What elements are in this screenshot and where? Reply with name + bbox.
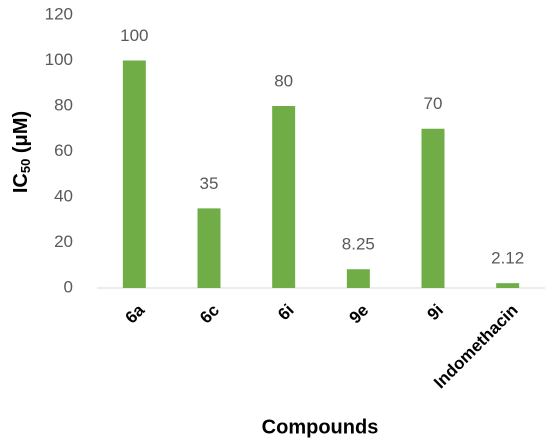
value-label: 70	[424, 94, 443, 113]
value-label: 2.12	[491, 249, 524, 268]
y-tick-label: 80	[54, 95, 73, 114]
x-axis-title: Compounds	[262, 416, 379, 438]
bar	[496, 283, 520, 288]
value-label: 100	[120, 26, 148, 45]
bar	[197, 208, 221, 288]
y-tick-label: 40	[54, 186, 73, 205]
value-label: 80	[274, 71, 293, 90]
y-tick-label: 100	[45, 50, 73, 69]
y-axis-title: IC50 (μM)	[10, 111, 33, 193]
y-tick-label: 20	[54, 232, 73, 251]
bar	[122, 60, 146, 288]
bar	[346, 269, 370, 288]
x-tick-label: 6i	[274, 301, 297, 324]
y-axis-title-main: IC	[10, 173, 32, 193]
bar	[272, 106, 296, 288]
y-axis-title-subscript: 50	[18, 159, 33, 173]
y-tick-label: 60	[54, 141, 73, 160]
y-axis-title-unit: (μM)	[10, 111, 32, 159]
x-tick-label: 9e	[346, 301, 373, 328]
x-tick-label: 6c	[196, 301, 223, 328]
y-tick-label: 0	[64, 277, 73, 296]
x-tick-label: 9i	[424, 301, 447, 324]
y-tick-label: 120	[45, 4, 73, 23]
x-tick-label: 6a	[122, 300, 149, 327]
value-label: 8.25	[342, 235, 375, 254]
bar	[421, 128, 445, 288]
value-label: 35	[200, 174, 219, 193]
